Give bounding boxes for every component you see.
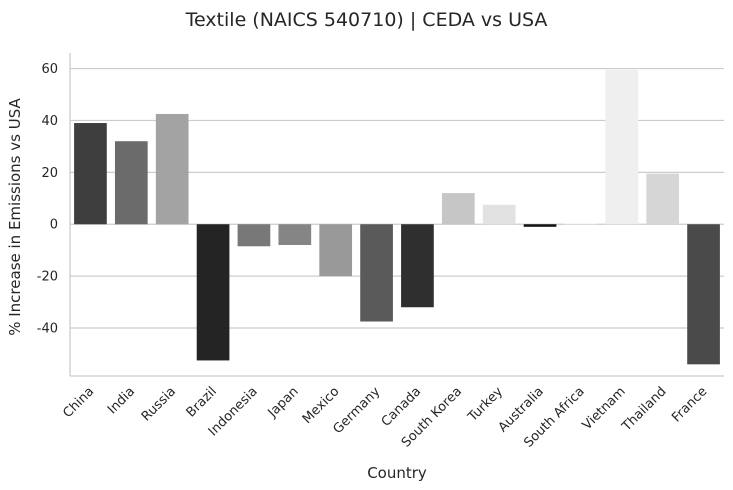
bar	[401, 224, 434, 308]
y-tick-label: 20	[41, 166, 58, 181]
bar	[278, 224, 312, 245]
bar	[687, 224, 720, 365]
bar	[523, 224, 557, 227]
x-tick-label: Brazil	[184, 384, 220, 420]
x-tick-label: France	[669, 384, 710, 425]
bar	[319, 224, 353, 277]
bar	[74, 123, 107, 225]
chart-title: Textile (NAICS 540710) | CEDA vs USA	[185, 9, 548, 31]
y-axis-label: % Increase in Emissions vs USA	[6, 98, 24, 336]
x-tick-label: China	[60, 384, 97, 421]
x-axis-label: Country	[367, 464, 427, 482]
bar	[360, 224, 393, 322]
bar	[114, 141, 148, 225]
bar	[605, 69, 639, 225]
axis-spines	[69, 53, 724, 377]
bar	[237, 224, 271, 247]
y-tick-label: 40	[41, 114, 58, 129]
x-tick-label: Russia	[139, 384, 179, 424]
bar	[646, 173, 680, 225]
bar	[564, 222, 598, 225]
y-tick-label: -40	[37, 322, 58, 337]
bar	[196, 224, 230, 361]
y-tick-label: 60	[41, 62, 58, 77]
bar	[482, 204, 516, 225]
x-tick-label: India	[105, 384, 138, 417]
x-tick-label: Thailand	[619, 384, 670, 435]
bar	[155, 113, 189, 225]
y-tick-label: 0	[50, 218, 58, 233]
y-tick-labels: -40 -20 0 20 40 60	[37, 62, 58, 336]
bars	[74, 69, 720, 365]
x-tick-label: Japan	[265, 384, 302, 421]
y-tick-label: -20	[37, 270, 58, 285]
bar	[441, 193, 475, 225]
